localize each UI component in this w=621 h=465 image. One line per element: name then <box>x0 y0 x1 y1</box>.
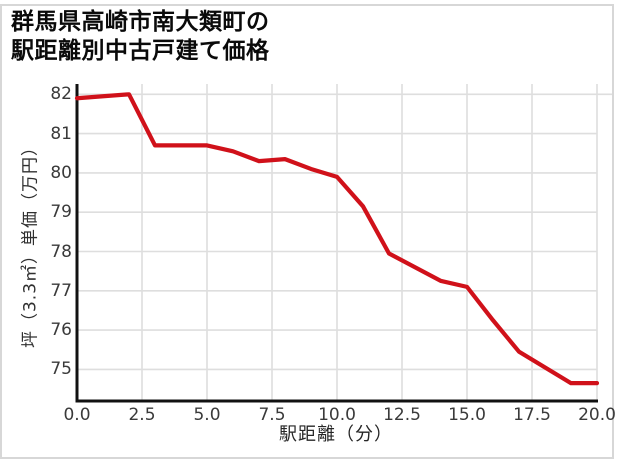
y-tick-label: 79 <box>50 202 72 223</box>
chart-card <box>0 4 614 459</box>
y-tick-label: 77 <box>50 280 72 301</box>
x-tick-label: 0.0 <box>63 405 91 425</box>
x-axis-title: 駅距離（分） <box>279 424 393 445</box>
x-tick-label: 5.0 <box>193 405 221 425</box>
y-tick-label: 78 <box>50 241 72 262</box>
chart-title: 群馬県高崎市南大類町の 駅距離別中古戸建て価格 <box>11 9 270 64</box>
x-tick-label: 20.0 <box>578 405 616 425</box>
x-tick-label: 12.5 <box>383 405 421 425</box>
x-tick-label: 17.5 <box>513 405 551 425</box>
x-tick-label: 2.5 <box>128 405 156 425</box>
x-tick-label: 10.0 <box>318 405 356 425</box>
x-tick-label: 15.0 <box>448 405 486 425</box>
y-tick-label: 82 <box>50 84 72 105</box>
y-tick-label: 75 <box>50 359 72 380</box>
y-tick-label: 81 <box>50 123 72 144</box>
x-tick-label: 7.5 <box>258 405 286 425</box>
y-tick-label: 80 <box>50 162 72 183</box>
price-line <box>74 92 600 386</box>
y-tick-label: 76 <box>50 320 72 341</box>
